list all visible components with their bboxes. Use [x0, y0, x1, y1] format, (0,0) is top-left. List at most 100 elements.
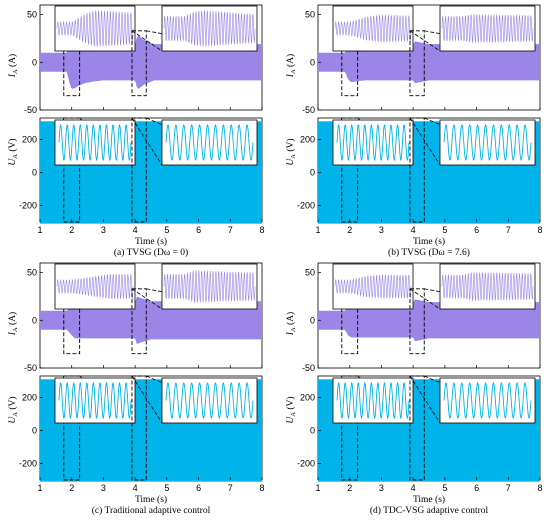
current-ytick-label: 0	[32, 57, 37, 67]
xtick-label: 3	[379, 225, 384, 235]
voltage-ytick-label: 200	[300, 392, 315, 402]
xtick-label: 5	[442, 225, 447, 235]
current-zoom-inset	[332, 5, 414, 52]
voltage-zoom-connector	[131, 375, 163, 424]
voltage-zoom-window	[131, 117, 147, 223]
xlabel: Time (s)	[413, 494, 445, 505]
current-inset-waveform	[334, 274, 412, 299]
voltage-ytick-label: -200	[297, 458, 315, 468]
xtick-label: 2	[69, 225, 74, 235]
xtick-label: 4	[411, 483, 416, 493]
voltage-inset-waveform	[443, 381, 532, 420]
voltage-zoom-connector	[131, 117, 163, 166]
voltage-zoom-window	[409, 375, 425, 481]
voltage-inset-waveform	[336, 381, 410, 420]
xtick-label: 2	[347, 483, 352, 493]
current-ytick-label: 0	[310, 57, 315, 67]
xtick-label: 5	[164, 483, 169, 493]
xlabel: Time (s)	[135, 236, 167, 247]
xtick-label: 3	[101, 483, 106, 493]
xtick-label: 7	[228, 225, 233, 235]
voltage-zoom-connector	[409, 117, 441, 166]
voltage-ytick-label: 0	[32, 167, 37, 177]
xlabel: Time (s)	[413, 236, 445, 247]
voltage-ytick-label: 0	[32, 425, 37, 435]
xtick-label: 3	[379, 483, 384, 493]
voltage-inset-waveform	[165, 123, 254, 162]
current-zoom-connector	[131, 30, 163, 52]
xtick-label: 1	[37, 225, 42, 235]
current-zoom-window	[131, 30, 147, 97]
xtick-label: 8	[259, 225, 264, 235]
xtick-label: 5	[164, 225, 169, 235]
voltage-ylabel: UA (V)	[285, 138, 297, 165]
panel-caption: (a) TVSG (Dω = 0)	[114, 247, 188, 258]
xtick-label: 6	[196, 225, 201, 235]
current-zoom-connector	[409, 288, 441, 310]
current-ytick-label: 0	[310, 315, 315, 325]
current-waveform	[318, 41, 540, 84]
voltage-ylabel: UA (V)	[7, 396, 19, 423]
voltage-ytick-label: 0	[310, 167, 315, 177]
current-zoom-window	[409, 288, 425, 355]
current-ylabel: IA (A)	[285, 54, 297, 78]
voltage-ytick-label: -200	[19, 200, 37, 210]
current-inset-waveform	[441, 14, 534, 43]
current-inset-waveform	[163, 10, 256, 47]
xtick-label: 2	[69, 483, 74, 493]
current-inset-waveform	[334, 14, 412, 43]
voltage-ytick-label: 0	[310, 425, 315, 435]
xtick-label: 1	[315, 225, 320, 235]
xtick-label: 7	[228, 483, 233, 493]
current-zoom-connector	[131, 288, 163, 310]
current-ytick-label: -50	[302, 105, 315, 115]
xtick-label: 1	[315, 483, 320, 493]
current-inset-waveform	[56, 10, 134, 47]
xtick-label: 8	[537, 225, 542, 235]
current-zoom-window	[409, 30, 425, 97]
xtick-label: 6	[474, 483, 479, 493]
xtick-label: 4	[133, 483, 138, 493]
voltage-zoom-window	[409, 117, 425, 223]
panel-caption: (c) Traditional adaptive control	[92, 505, 211, 516]
voltage-ylabel: UA (V)	[285, 396, 297, 423]
panel-caption: (d) TDC-VSG adaptive control	[370, 505, 489, 516]
current-ytick-label: -50	[24, 105, 37, 115]
voltage-inset-waveform	[58, 381, 132, 420]
xtick-label: 1	[37, 483, 42, 493]
current-ytick-label: 50	[27, 10, 37, 20]
panel-d: 50 0 -50 IA (A) 200 0 -200 UA (V) 1 2 3 4 5 6 7 8 Time (…	[285, 262, 543, 516]
current-inset-waveform	[163, 270, 256, 303]
xtick-label: 4	[411, 225, 416, 235]
xtick-label: 6	[474, 225, 479, 235]
xtick-label: 5	[442, 483, 447, 493]
voltage-ylabel: UA (V)	[7, 138, 19, 165]
xlabel: Time (s)	[135, 494, 167, 505]
current-ylabel: IA (A)	[285, 312, 297, 336]
panel-b: 50 0 -50 IA (A) 200 0 -200 UA (V) 1 2 3 4 5 6 7 8 Time (…	[285, 4, 543, 258]
voltage-ytick-label: -200	[19, 458, 37, 468]
current-ytick-label: 50	[27, 268, 37, 278]
xtick-label: 7	[506, 225, 511, 235]
xtick-label: 8	[537, 483, 542, 493]
panel-caption: (b) TVSG (Dω = 7.6)	[388, 247, 470, 258]
xtick-label: 2	[347, 225, 352, 235]
current-waveform	[318, 299, 540, 342]
xtick-label: 3	[101, 225, 106, 235]
xtick-label: 7	[506, 483, 511, 493]
current-ytick-label: 50	[305, 10, 315, 20]
current-ytick-label: -50	[302, 363, 315, 373]
voltage-zoom-connector	[409, 375, 441, 424]
current-inset-waveform	[56, 274, 134, 299]
current-ylabel: IA (A)	[7, 54, 19, 78]
current-ytick-label: 0	[32, 315, 37, 325]
panel-a: 50 0 -50 IA (A) 200 0 -200 UA (V) 1 2 3 4 5 6 7 8 Time (…	[7, 4, 265, 258]
voltage-inset-waveform	[58, 123, 132, 162]
voltage-inset-waveform	[165, 381, 254, 420]
voltage-ytick-label: -200	[297, 200, 315, 210]
current-ylabel: IA (A)	[7, 312, 19, 336]
current-zoom-window	[131, 288, 147, 355]
voltage-ytick-label: 200	[22, 392, 37, 402]
current-ytick-label: 50	[305, 268, 315, 278]
